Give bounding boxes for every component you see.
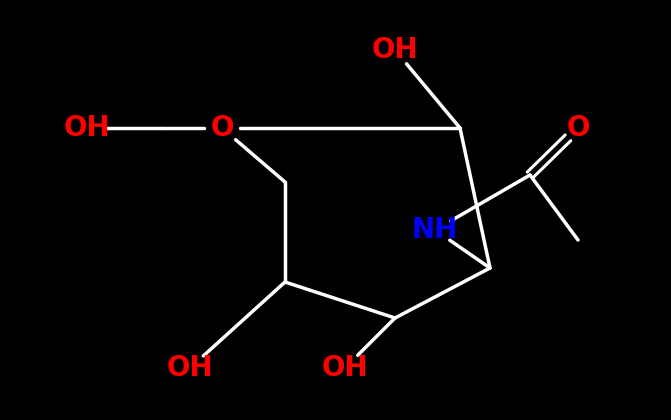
Text: OH: OH [372, 36, 418, 64]
Text: O: O [566, 114, 590, 142]
Text: NH: NH [412, 216, 458, 244]
Text: O: O [210, 114, 234, 142]
Text: OH: OH [321, 354, 368, 382]
Text: OH: OH [64, 114, 110, 142]
Text: OH: OH [166, 354, 213, 382]
